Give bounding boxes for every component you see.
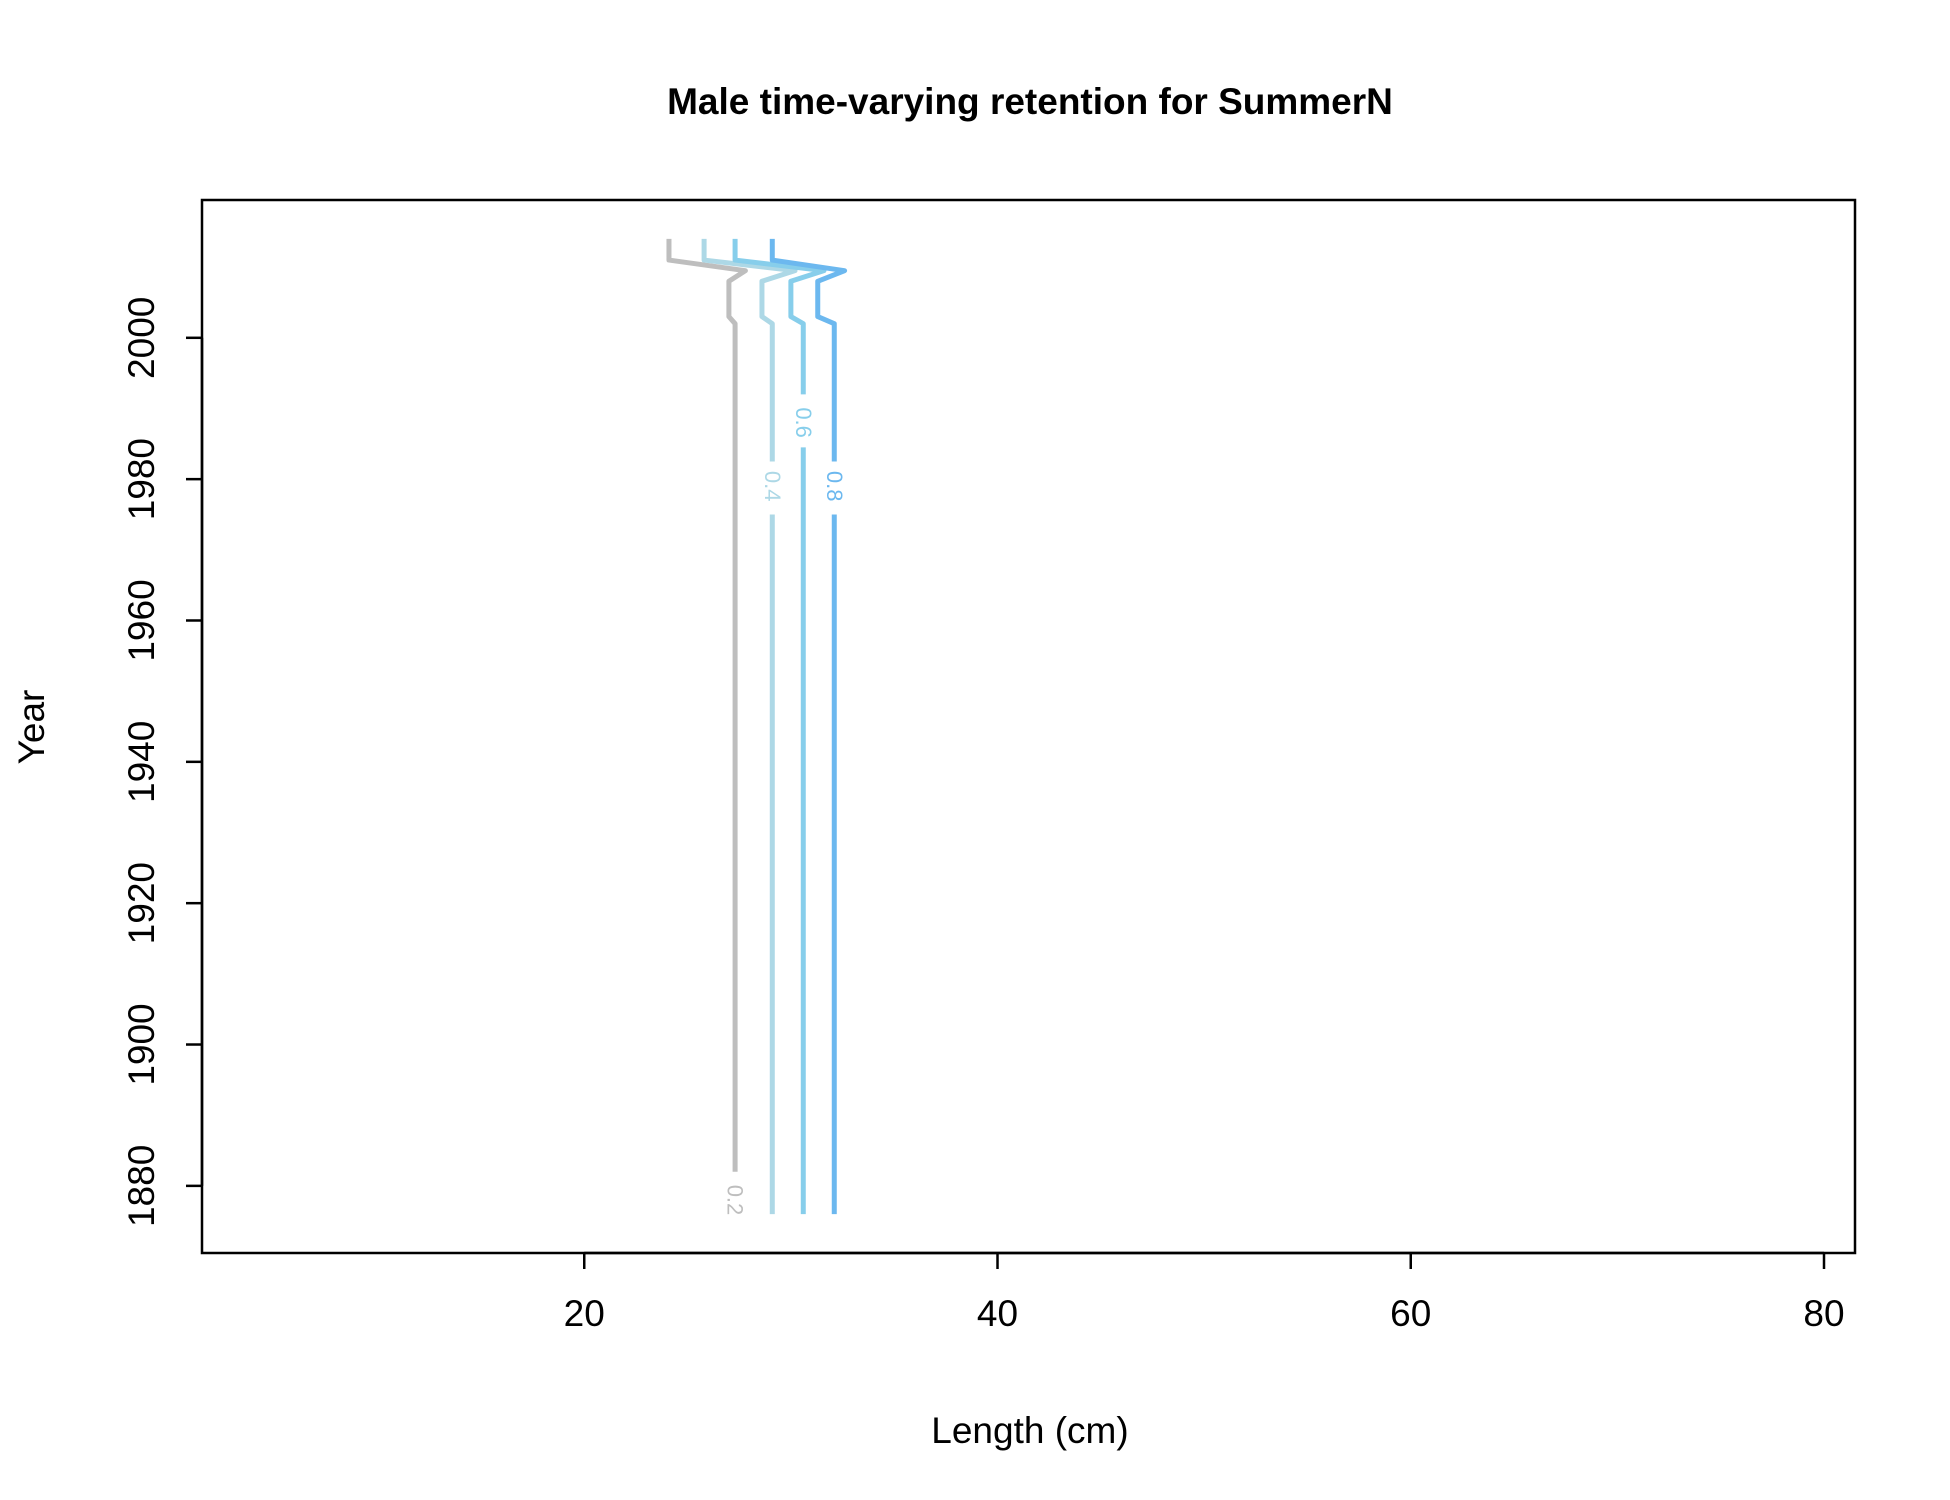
- x-tick-label: 40: [977, 1293, 1018, 1334]
- contour-line: [666, 238, 748, 1172]
- contour-lines: 0.2 0.4 0.6 0.8: [666, 238, 848, 1216]
- contour-label: 0.4: [760, 471, 785, 502]
- contour-0.8: 0.8: [769, 238, 848, 1215]
- x-tick-label: 20: [564, 1293, 605, 1334]
- y-axis: 1880 1900 1920 1940 1960 1980 2000: [121, 297, 204, 1227]
- y-tick-label: 1900: [121, 1003, 162, 1085]
- contour-line: [701, 238, 798, 1215]
- x-tick-label: 80: [1803, 1293, 1844, 1334]
- x-tick-label: 60: [1390, 1293, 1431, 1334]
- contour-label: 0.2: [723, 1185, 748, 1216]
- y-tick-label: 1960: [121, 579, 162, 661]
- y-axis-title: Year: [11, 690, 52, 765]
- chart-title: Male time-varying retention for SummerN: [667, 81, 1393, 122]
- contour-0.2: 0.2: [666, 238, 748, 1216]
- contour-label: 0.6: [791, 407, 816, 438]
- y-tick-label: 1920: [121, 862, 162, 944]
- contour-line: [769, 238, 848, 1215]
- x-axis-title: Length (cm): [931, 1410, 1128, 1451]
- y-tick-label: 1980: [121, 438, 162, 520]
- y-tick-label: 1880: [121, 1145, 162, 1227]
- contour-0.6: 0.6: [732, 238, 827, 1215]
- contour-line: [732, 238, 827, 1215]
- y-tick-label: 1940: [121, 721, 162, 803]
- contour-0.4: 0.4: [701, 238, 798, 1215]
- contour-label: 0.8: [822, 471, 847, 502]
- y-tick-label: 2000: [121, 297, 162, 379]
- x-axis: 20 40 60 80: [564, 1251, 1845, 1334]
- plot-frame: [200, 198, 1857, 1255]
